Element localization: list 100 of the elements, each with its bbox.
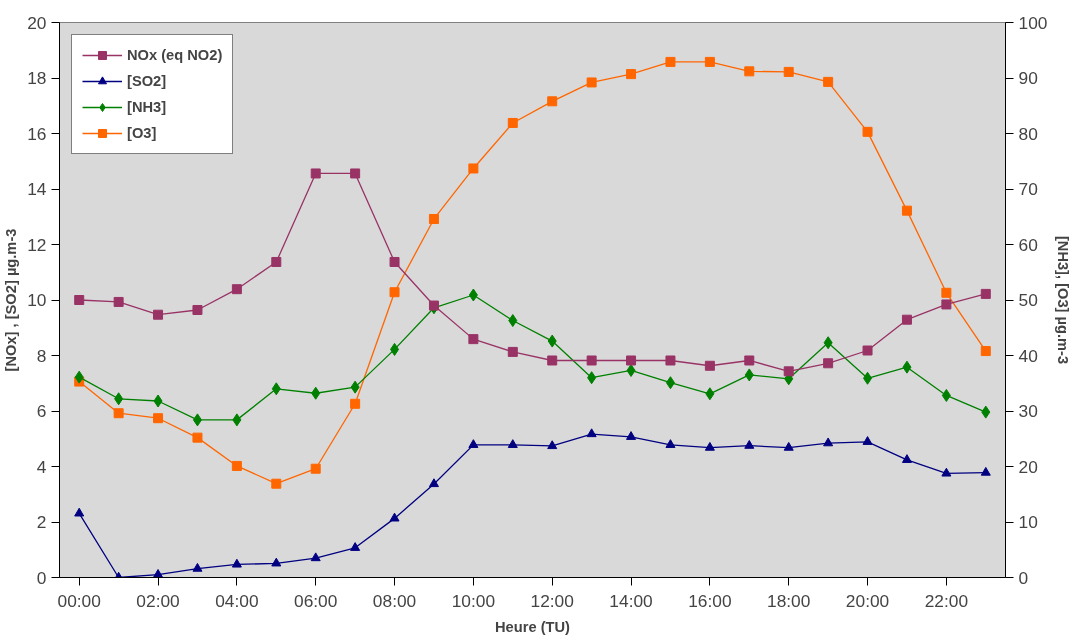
point — [428, 478, 439, 488]
point — [311, 386, 321, 400]
point — [153, 569, 164, 578]
point — [310, 552, 321, 562]
x-tick-label: 00:00 — [57, 590, 101, 611]
point — [941, 388, 951, 402]
y-axis-title: [NOx] , [SO2] µg.m-3 — [3, 228, 20, 372]
point — [507, 117, 518, 128]
y2-tick-label: 0 — [1018, 567, 1029, 588]
point — [271, 478, 282, 489]
x-tick-label: 14:00 — [609, 590, 653, 611]
point — [271, 557, 282, 567]
point — [901, 205, 912, 216]
point — [153, 309, 164, 320]
point — [389, 287, 400, 298]
point — [941, 467, 952, 477]
y-tick-label: 2 — [36, 512, 47, 532]
point — [980, 466, 991, 476]
y2-tick-label: 10 — [1018, 512, 1038, 532]
y2-tick-label: 90 — [1018, 68, 1038, 88]
point — [153, 394, 163, 408]
y-tick-label: 0 — [36, 567, 47, 588]
x-tick-label: 04:00 — [215, 590, 259, 611]
point — [113, 408, 124, 419]
point — [941, 287, 952, 298]
x-tick-label: 10:00 — [451, 590, 496, 611]
y-tick-label: 8 — [36, 345, 47, 366]
point — [665, 376, 675, 390]
point — [862, 436, 873, 445]
y-tick-label: 10 — [27, 290, 47, 310]
point — [428, 213, 439, 224]
point — [350, 542, 361, 551]
point — [626, 363, 636, 377]
x-tick-label: 02:00 — [136, 590, 180, 611]
point — [74, 295, 85, 305]
x-tick-label: 12:00 — [530, 590, 574, 611]
legend-label: [NH3] — [127, 99, 167, 115]
point — [626, 69, 637, 80]
point — [901, 454, 912, 463]
point — [428, 300, 439, 311]
y2-axis-title: [NH3], [O3] µg.m-3 — [1055, 235, 1072, 365]
point — [271, 382, 281, 396]
point — [744, 368, 754, 382]
y2-tick-label: 70 — [1018, 179, 1038, 199]
point — [902, 360, 912, 374]
point — [114, 392, 124, 406]
point — [547, 334, 557, 348]
x-tick-label: 08:00 — [372, 590, 417, 611]
point — [113, 296, 124, 307]
point — [271, 256, 282, 267]
legend-label: [SO2] — [127, 73, 167, 89]
point — [823, 336, 833, 350]
point — [586, 428, 597, 438]
point — [231, 460, 242, 471]
point — [192, 304, 203, 315]
point — [192, 562, 203, 572]
y2-tick-label: 60 — [1018, 234, 1038, 255]
y-tick-label: 16 — [27, 123, 47, 144]
x-tick-label: 18:00 — [767, 590, 811, 611]
y2-tick-label: 20 — [1018, 456, 1038, 477]
y-tick-label: 12 — [27, 234, 47, 255]
point — [783, 66, 794, 77]
point — [665, 355, 676, 366]
x-tick-label: 06:00 — [294, 590, 338, 611]
point — [783, 366, 794, 377]
point — [980, 346, 991, 357]
point — [823, 437, 834, 447]
point — [310, 168, 321, 179]
point — [862, 345, 873, 356]
y-tick-label: 14 — [27, 179, 47, 199]
point — [468, 439, 479, 448]
point — [74, 370, 84, 384]
point — [783, 441, 794, 451]
point — [863, 371, 873, 385]
point — [310, 463, 321, 474]
point — [508, 314, 518, 328]
point — [350, 398, 361, 409]
point — [941, 299, 952, 310]
point — [586, 355, 597, 366]
y-tick-label: 6 — [36, 401, 47, 421]
point — [232, 413, 242, 427]
legend-label: [O3] — [127, 125, 157, 141]
point — [704, 441, 715, 451]
y-tick-label: 18 — [27, 68, 47, 88]
point — [744, 439, 755, 449]
point — [665, 56, 676, 67]
y2-tick-label: 50 — [1018, 290, 1038, 310]
y2-tick-label: 30 — [1018, 401, 1038, 421]
point — [823, 76, 834, 87]
point — [389, 512, 400, 522]
point — [468, 288, 478, 302]
y2-tick-label: 80 — [1018, 123, 1038, 144]
x-tick-label: 16:00 — [688, 590, 732, 611]
point — [507, 439, 518, 448]
point — [823, 358, 834, 369]
point — [547, 355, 558, 366]
point — [980, 288, 991, 299]
point — [389, 256, 400, 267]
point — [705, 387, 715, 401]
point — [704, 56, 715, 67]
